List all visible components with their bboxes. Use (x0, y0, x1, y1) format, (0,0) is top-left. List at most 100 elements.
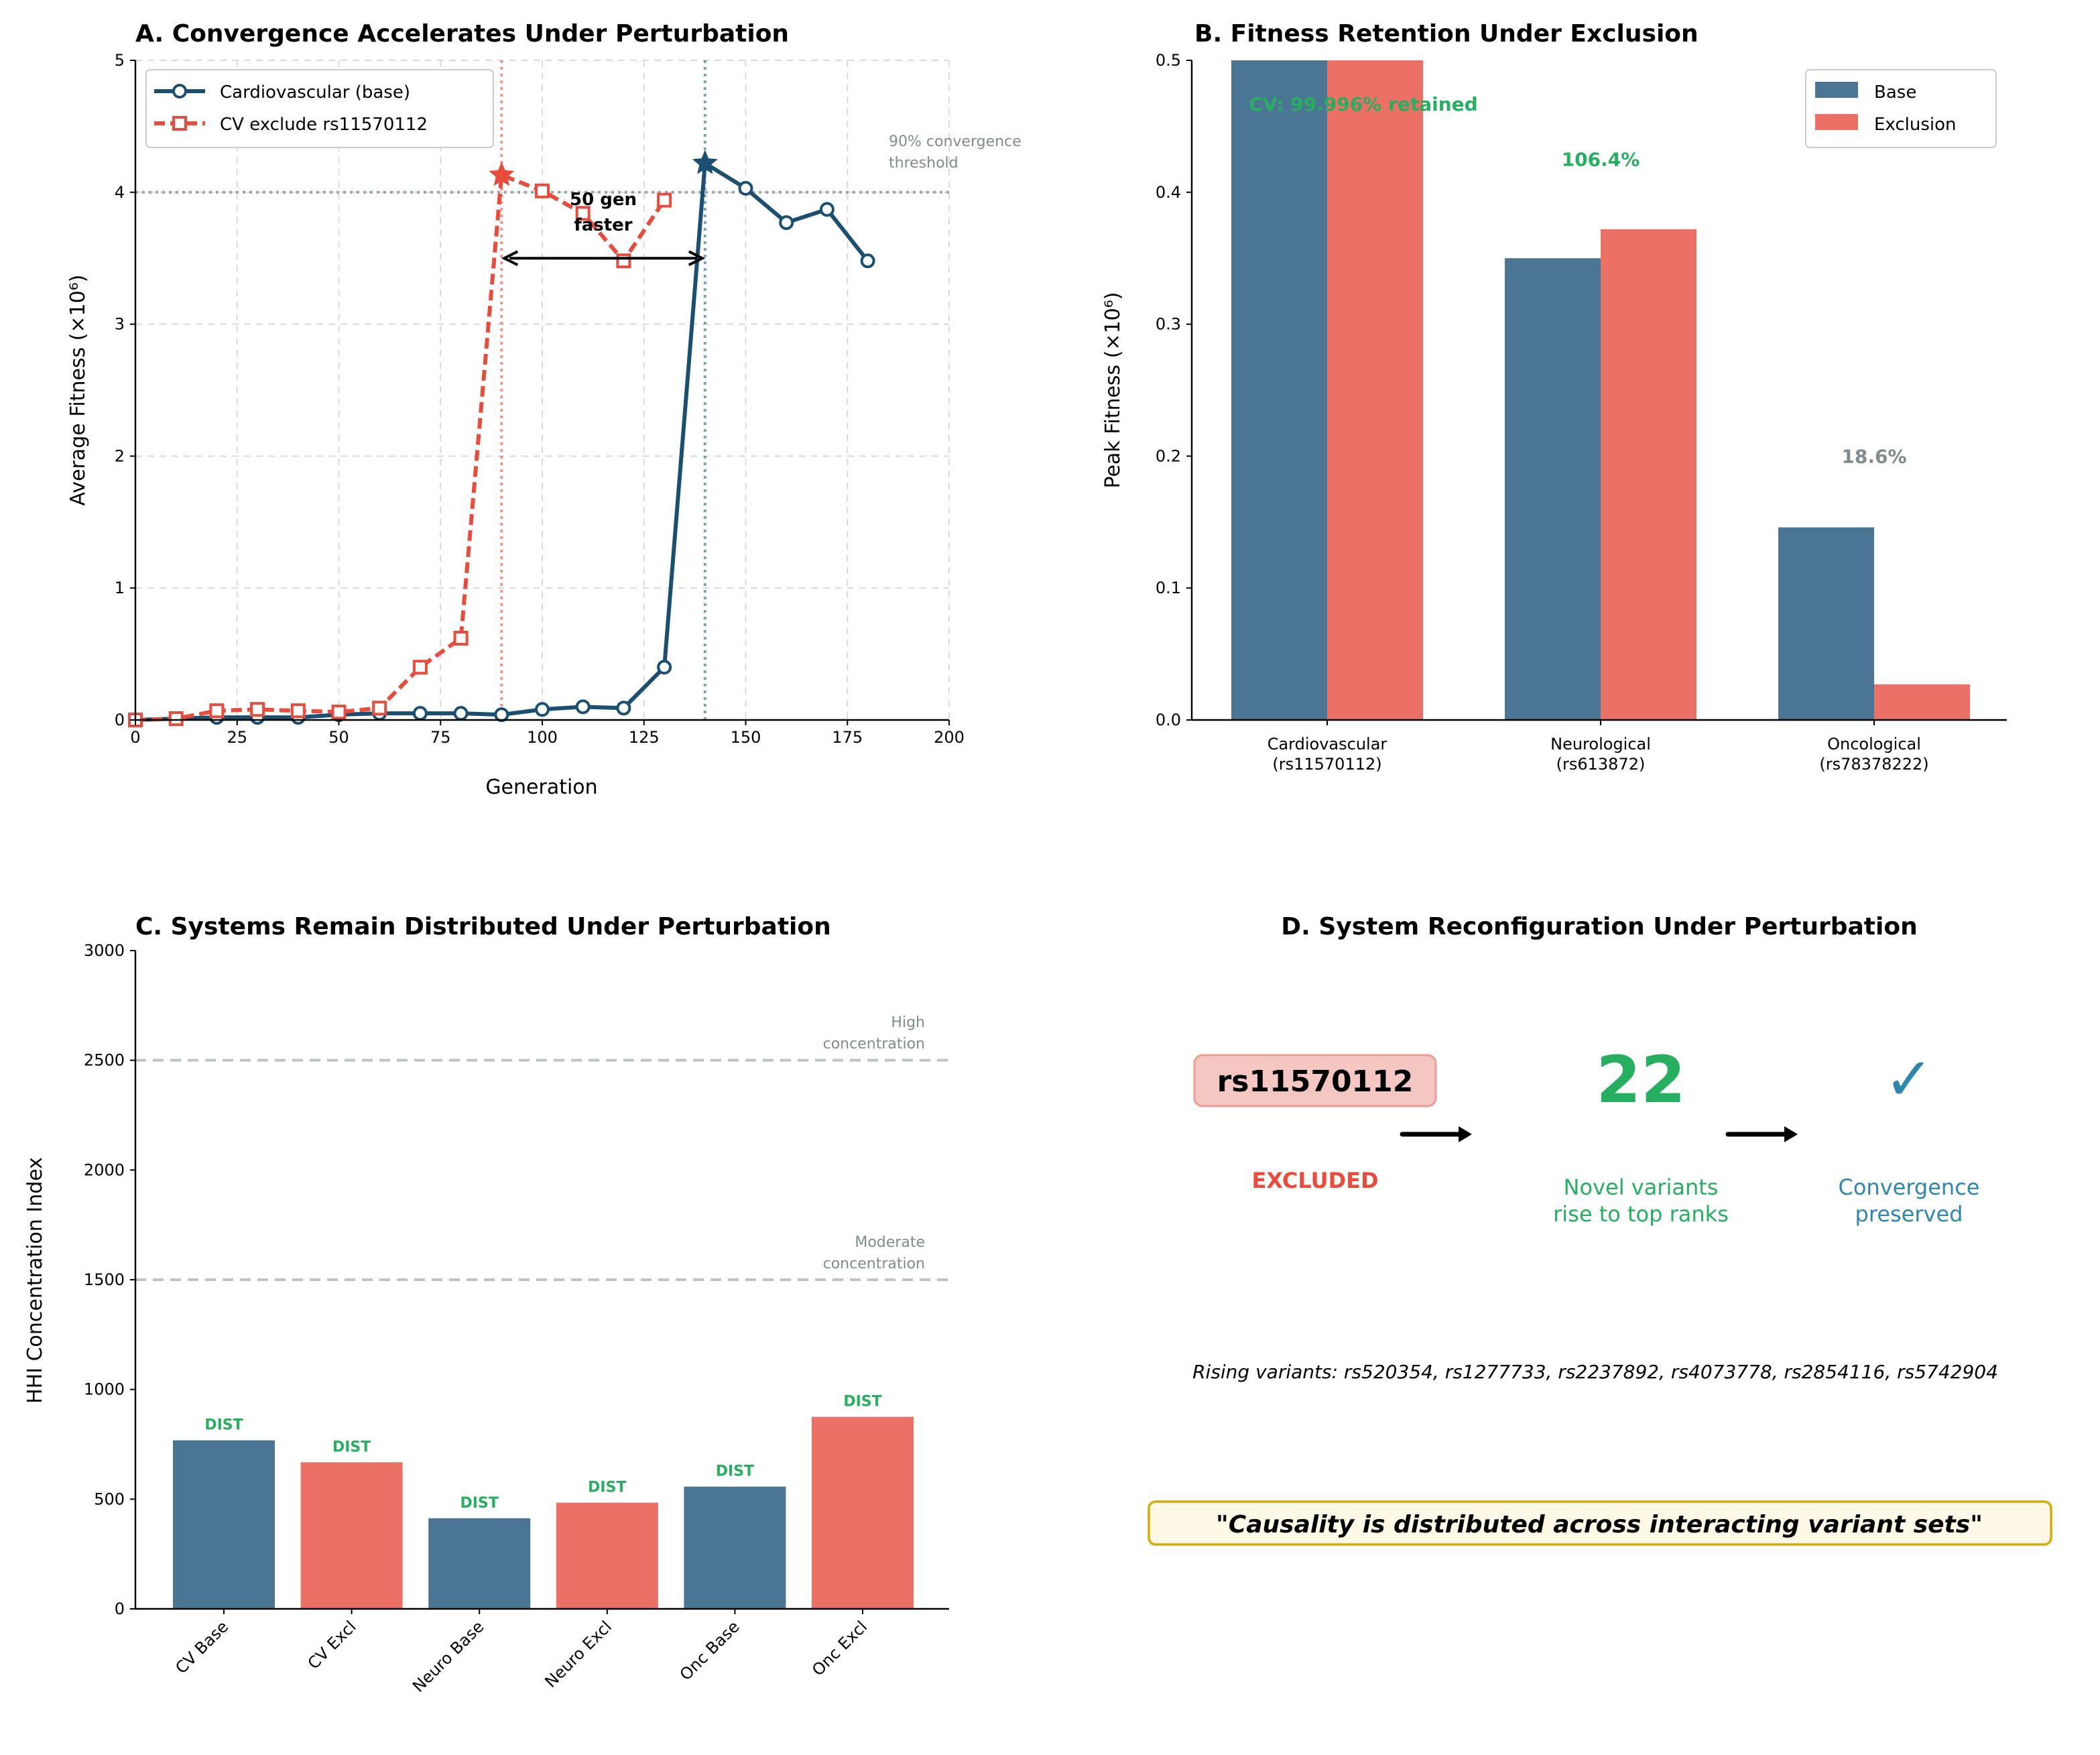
data-point (575, 206, 591, 221)
y-tick-label: 0.1 (1156, 579, 1181, 597)
arrow-right-icon (688, 250, 706, 266)
panel-b: B. Fitness Retention Under Exclusion Car… (1101, 20, 2007, 774)
data-point (290, 703, 306, 719)
data-point (412, 706, 428, 721)
y-tick-label: 5 (115, 51, 125, 70)
y-tick-label: 2000 (84, 1160, 125, 1179)
panel-c: C. Systems Remain Distributed Under Pert… (23, 913, 949, 1696)
y-tick-label: 4 (115, 183, 125, 202)
data-point (657, 660, 672, 675)
data-point (575, 699, 591, 715)
x-tick-label: Neuro Base (409, 1617, 487, 1695)
data-point (453, 706, 469, 721)
legend: Base Exclusion (1805, 69, 1997, 148)
panel-d-title: D. System Reconfiguration Under Perturba… (1281, 913, 1917, 941)
x-tick-label: 175 (832, 728, 863, 747)
legend-swatch-base (1815, 82, 1858, 98)
quote: "Causality is distributed across interac… (1216, 1511, 1983, 1538)
x-axis-label: Generation (485, 776, 597, 799)
check-mark-icon: ✓ (1884, 1044, 1934, 1113)
bar-label: DIST (204, 1417, 243, 1434)
x-tick-label: 125 (629, 728, 660, 747)
bar-label: DIST (716, 1463, 754, 1480)
x-tick-label: 25 (227, 728, 247, 747)
novel-count: 22 (1596, 1042, 1686, 1117)
legend-label-exclusion: CV exclude rs11570112 (220, 115, 428, 135)
convergence-star-marker (692, 149, 718, 174)
legend-label-base: Cardiovascular (base) (220, 82, 410, 103)
convergence-label-1: Convergence (1839, 1174, 1980, 1200)
x-tick-label: Onc Excl (808, 1617, 871, 1679)
excluded-label: EXCLUDED (1251, 1168, 1378, 1193)
y-tick-label: 0.5 (1156, 51, 1181, 70)
arrow-left-icon (501, 250, 519, 266)
legend-circle-marker-icon (172, 84, 187, 99)
series-line (135, 160, 869, 722)
y-tick-label: 2500 (84, 1051, 125, 1070)
data-point (616, 701, 631, 716)
y-axis-label: Peak Fitness (×10⁶) (1101, 292, 1125, 489)
data-point (250, 702, 265, 717)
convergence-star-marker (489, 162, 515, 186)
data-point (819, 202, 835, 217)
x-tick-label: 100 (527, 728, 558, 747)
bar (556, 1502, 658, 1609)
arrow-right-icon (1400, 1126, 1472, 1142)
excluded-variant-box (1193, 1054, 1437, 1107)
x-tick-label: 0 (130, 728, 140, 747)
bar-exclusion (1874, 684, 1970, 720)
x-tick-label: CV Excl (304, 1617, 360, 1673)
y-tick-label: 1 (115, 579, 125, 597)
x-tick-label: Oncological (1827, 735, 1921, 753)
panel-d: D. System Reconfiguration Under Perturba… (1148, 913, 2052, 1546)
data-point (616, 253, 631, 269)
bar (300, 1462, 403, 1609)
arrow-right-icon (1725, 1126, 1798, 1142)
x-tick-label: Onc Base (676, 1617, 743, 1684)
moderate-concentration-label-2: concentration (823, 1256, 925, 1272)
x-tick-label: Neuro Excl (541, 1617, 615, 1691)
bar (173, 1440, 275, 1609)
bar-exclusion (1601, 229, 1696, 720)
rising-variants: Rising variants: rs520354, rs1277733, rs… (1192, 1361, 1998, 1383)
x-tick-label: 200 (934, 728, 965, 747)
bar-label: DIST (843, 1394, 881, 1410)
data-point (168, 711, 184, 727)
data-point (209, 703, 225, 719)
y-tick-label: 0.4 (1156, 183, 1181, 202)
x-tick-label: (rs613872) (1556, 755, 1646, 774)
data-point (372, 701, 387, 716)
bar-base (1778, 527, 1874, 720)
y-tick-label: 3 (115, 315, 125, 334)
threshold-label-2: threshold (889, 155, 959, 172)
data-point (494, 707, 509, 723)
retention-label: 18.6% (1841, 445, 1906, 467)
data-point (535, 183, 550, 198)
data-point (535, 702, 550, 717)
bar (812, 1416, 914, 1609)
y-axis-label: HHI Concentration Index (23, 1157, 47, 1404)
high-concentration-label-1: High (891, 1014, 925, 1031)
bar (428, 1518, 531, 1609)
bar-base (1505, 258, 1601, 720)
y-axis-label: Average Fitness (×10⁶) (66, 275, 90, 506)
data-point (779, 215, 794, 231)
moderate-concentration-label-1: Moderate (855, 1234, 925, 1251)
series-line (135, 172, 666, 722)
bar-label: DIST (460, 1495, 499, 1512)
annotation-line-2: faster (574, 215, 632, 235)
bar-label: DIST (588, 1479, 626, 1496)
x-tick-label: Neurological (1550, 735, 1651, 753)
threshold-label-1: 90% convergence (889, 133, 1022, 150)
panel-a-title: A. Convergence Accelerates Under Perturb… (135, 20, 789, 48)
data-point (331, 705, 347, 720)
data-point (453, 630, 469, 646)
legend-label-base: Base (1874, 82, 1916, 103)
legend-swatch-exclusion (1815, 114, 1858, 130)
bar (684, 1486, 786, 1609)
y-tick-label: 2 (115, 446, 125, 465)
data-point (412, 660, 428, 675)
x-tick-label: 75 (430, 728, 451, 747)
y-tick-label: 1000 (84, 1380, 125, 1399)
high-concentration-label-2: concentration (823, 1036, 925, 1052)
